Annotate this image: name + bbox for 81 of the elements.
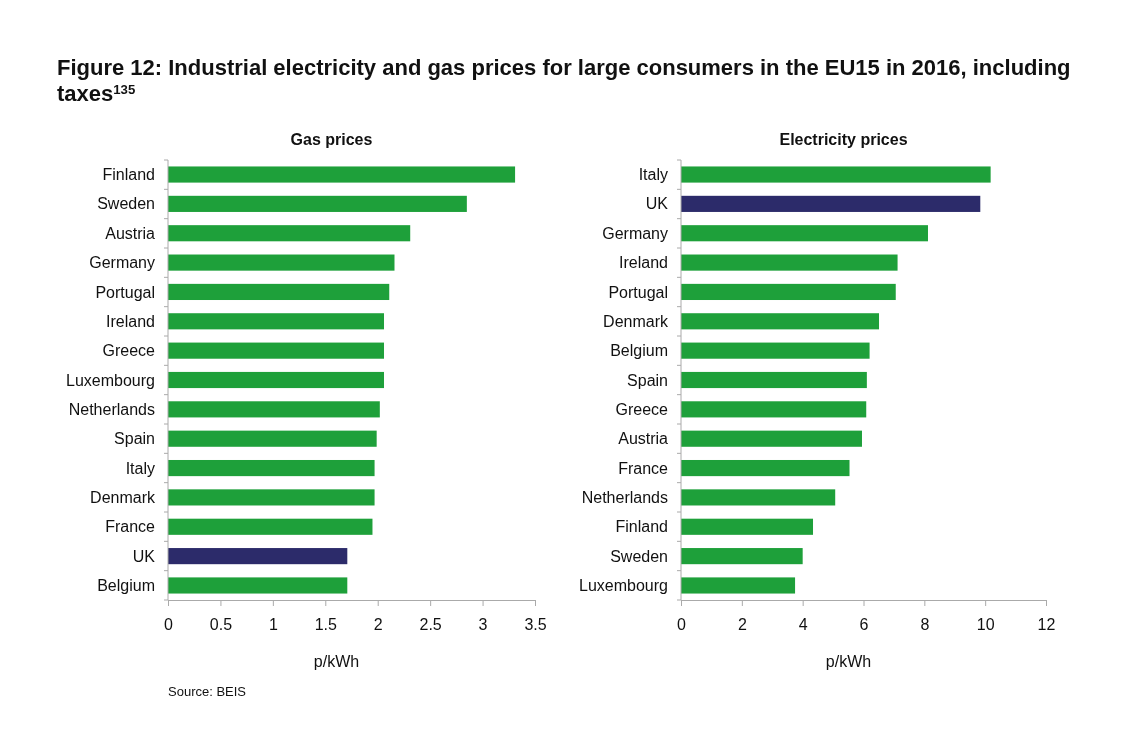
y-tick-label: Greece: [102, 342, 156, 360]
bar: [168, 254, 395, 271]
bar: [681, 225, 928, 242]
y-tick-label: Luxembourg: [66, 371, 155, 389]
y-tick-label: Italy: [125, 459, 155, 477]
bar: [681, 283, 896, 301]
bar: [681, 254, 898, 271]
y-tick-label: Sweden: [97, 195, 155, 213]
x-tick-label: 2: [737, 615, 747, 633]
y-tick-label: Austria: [618, 430, 669, 448]
y-tick-label: Denmark: [90, 489, 156, 507]
x-axis-title: p/kWh: [825, 653, 872, 670]
x-tick-label: 0: [164, 615, 174, 633]
x-tick-label: 2: [373, 615, 383, 633]
chart-subtitle: Electricity prices: [779, 131, 908, 148]
chart-subtitle: Gas prices: [290, 131, 373, 148]
bar: [681, 548, 803, 565]
bar: [168, 342, 385, 359]
x-tick-label: 8: [920, 615, 930, 633]
y-tick-label: Netherlands: [581, 489, 668, 507]
x-tick-label: 6: [859, 615, 869, 633]
y-tick-label: Germany: [89, 254, 155, 272]
x-tick-label: 12: [1037, 615, 1056, 633]
bar: [168, 518, 373, 535]
y-tick-label: Netherlands: [68, 400, 155, 418]
y-tick-label: Ireland: [619, 254, 668, 272]
x-tick-label: 0.5: [209, 615, 233, 633]
y-tick-label: Sweden: [610, 547, 668, 565]
bar: [168, 548, 348, 565]
y-tick-label: UK: [645, 195, 669, 213]
source-note: Source: BEIS: [168, 684, 247, 699]
y-tick-label: Belgium: [610, 342, 668, 360]
y-tick-label: Greece: [615, 400, 669, 418]
y-tick-label: Portugal: [608, 283, 668, 301]
x-tick-label: 3: [478, 615, 488, 633]
y-tick-label: Ireland: [106, 312, 155, 330]
y-tick-label: Germany: [602, 224, 668, 242]
y-tick-label: Finland: [102, 166, 155, 184]
bar: [168, 430, 377, 447]
x-tick-label: 4: [798, 615, 808, 633]
y-tick-label: Denmark: [603, 312, 669, 330]
bar: [168, 401, 380, 418]
bar: [681, 401, 867, 418]
bar: [681, 166, 991, 183]
x-tick-label: 3.5: [524, 615, 547, 633]
x-tick-label: 1: [268, 615, 278, 633]
bar: [681, 371, 867, 389]
bar: [168, 166, 516, 183]
bar: [168, 313, 385, 330]
bar: [168, 283, 390, 301]
y-tick-label: Portugal: [95, 283, 155, 301]
bar: [681, 313, 880, 330]
y-tick-label: Belgium: [97, 577, 155, 595]
bar: [681, 430, 862, 447]
y-tick-label: Austria: [105, 224, 156, 242]
y-tick-label: Spain: [114, 430, 155, 448]
chart-title: Figure 12: Industrial electricity and gas prices for large consumers in the EU15 in 2016, including taxes$^{135}$: [57, 55, 1071, 106]
bar: [168, 371, 385, 389]
x-tick-label: 2.5: [419, 615, 442, 633]
bar: [168, 225, 411, 242]
bar: [168, 577, 348, 594]
x-tick-label: 1.5: [314, 615, 337, 633]
bar: [681, 489, 836, 506]
y-tick-label: Luxembourg: [579, 577, 668, 595]
bar: [168, 195, 467, 212]
bar: [681, 195, 981, 212]
y-tick-label: Italy: [638, 166, 668, 184]
x-tick-label: 0: [677, 615, 687, 633]
bar: [681, 577, 796, 594]
y-tick-label: Spain: [627, 371, 668, 389]
x-axis-title: p/kWh: [313, 653, 360, 670]
y-tick-label: Finland: [615, 518, 668, 536]
bar: [681, 459, 850, 477]
bar: [681, 518, 814, 535]
y-tick-label: France: [618, 459, 669, 477]
y-tick-label: France: [105, 518, 156, 536]
y-tick-label: UK: [132, 547, 156, 565]
bar: [168, 489, 375, 506]
bar: [681, 342, 870, 359]
bar: [168, 459, 375, 477]
x-tick-label: 10: [976, 615, 995, 633]
